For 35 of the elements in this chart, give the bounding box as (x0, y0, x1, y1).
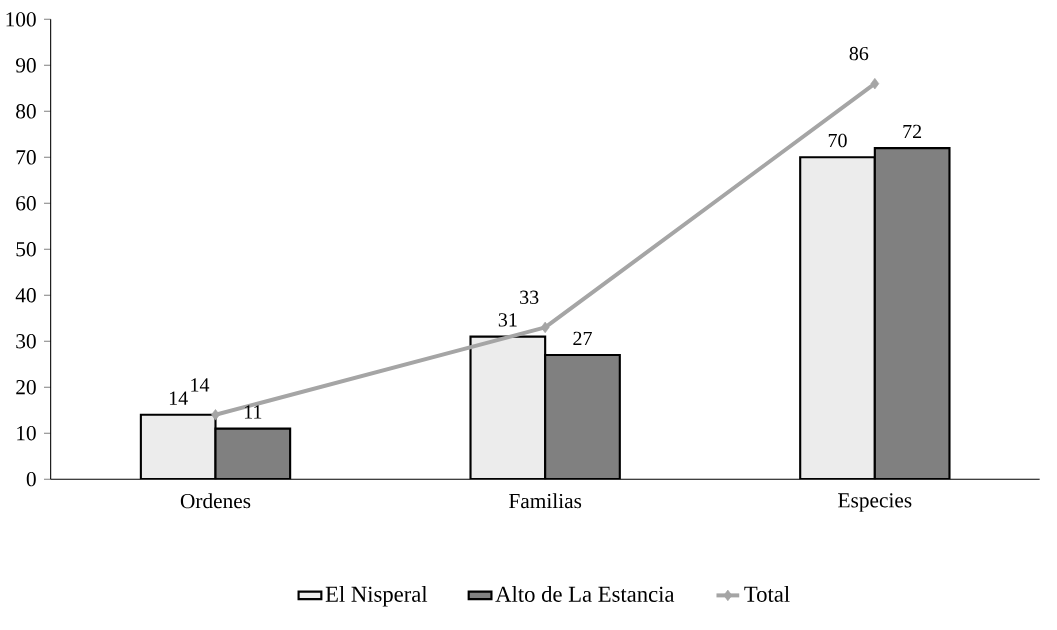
y-tick-label: 70 (16, 150, 36, 165)
x-tick-label: Ordenes (180, 493, 251, 509)
point (540, 321, 550, 334)
y-tick-label: 30 (16, 334, 36, 349)
bar (214, 427, 292, 480)
data-label: 33 (520, 290, 539, 305)
y-tick-label: 80 (16, 104, 36, 119)
point (211, 409, 220, 421)
y-tick-label: 0 (26, 472, 36, 487)
data-label: 27 (573, 331, 592, 346)
data-label: 70 (828, 133, 847, 148)
data-label: 14 (169, 391, 188, 405)
y-tick-label: 50 (16, 242, 36, 257)
data-label: 72 (903, 124, 922, 139)
bar (469, 335, 547, 480)
x-tick-label: Familias (509, 493, 582, 509)
y-tick-label: 60 (16, 196, 36, 211)
legend-label: Total (744, 586, 790, 602)
bar (873, 147, 951, 480)
y-tick-label: 90 (15, 58, 36, 73)
y-tick-label: 10 (17, 426, 36, 441)
point (870, 78, 880, 90)
y-tick-label: 100 (6, 12, 36, 27)
y-tick-label: 20 (16, 380, 36, 395)
legend-label: El Nisperal (325, 586, 428, 607)
data-label: 14 (191, 378, 210, 392)
data-label: 86 (849, 46, 869, 61)
bar (799, 156, 876, 480)
legend-label: Alto de La Estancia (495, 586, 675, 602)
x-tick-label: Especies (838, 493, 912, 512)
data-label: 31 (498, 313, 517, 327)
y-tick-label: 40 (15, 288, 36, 303)
bar (544, 354, 621, 480)
data-label: 11 (244, 405, 262, 419)
bar (139, 413, 217, 480)
